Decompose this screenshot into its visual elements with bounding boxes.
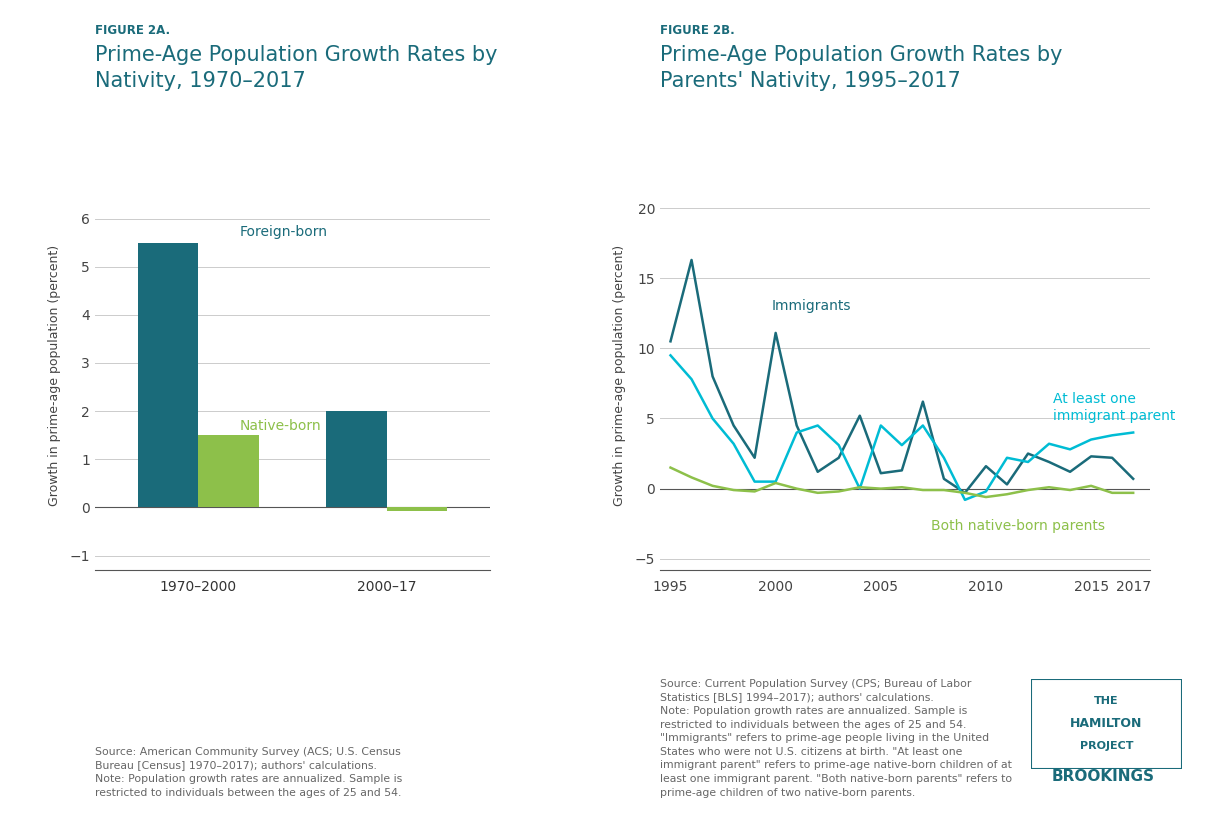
Y-axis label: Growth in prime-age population (percent): Growth in prime-age population (percent) (48, 245, 62, 506)
Text: FIGURE 2A.: FIGURE 2A. (95, 24, 170, 37)
Text: PROJECT: PROJECT (1079, 741, 1134, 752)
Bar (139, 243, 199, 507)
Text: Prime-Age Population Growth Rates by
Parents' Nativity, 1995–2017: Prime-Age Population Growth Rates by Par… (660, 45, 1062, 91)
Y-axis label: Growth in prime-age population (percent): Growth in prime-age population (percent) (614, 245, 626, 506)
Text: FIGURE 2B.: FIGURE 2B. (660, 24, 734, 37)
Text: Foreign-born: Foreign-born (240, 225, 328, 239)
Text: Both native-born parents: Both native-born parents (931, 519, 1105, 533)
Text: Source: Current Population Survey (CPS; Bureau of Labor
Statistics [BLS] 1994–20: Source: Current Population Survey (CPS; … (660, 679, 1012, 798)
Text: HAMILTON: HAMILTON (1070, 717, 1143, 730)
Text: Source: American Community Survey (ACS; U.S. Census
Bureau [Census] 1970–2017); : Source: American Community Survey (ACS; … (95, 747, 403, 798)
FancyBboxPatch shape (1031, 679, 1182, 769)
Text: At least one
immigrant parent: At least one immigrant parent (1053, 392, 1176, 423)
Text: Native-born: Native-born (240, 419, 322, 433)
Text: BROOKINGS: BROOKINGS (1052, 769, 1155, 784)
Bar (199, 435, 258, 507)
Bar (327, 411, 387, 507)
Text: THE: THE (1094, 696, 1119, 707)
Text: Prime-Age Population Growth Rates by
Nativity, 1970–2017: Prime-Age Population Growth Rates by Nat… (95, 45, 498, 91)
Text: Immigrants: Immigrants (772, 299, 851, 313)
Bar (387, 507, 446, 510)
